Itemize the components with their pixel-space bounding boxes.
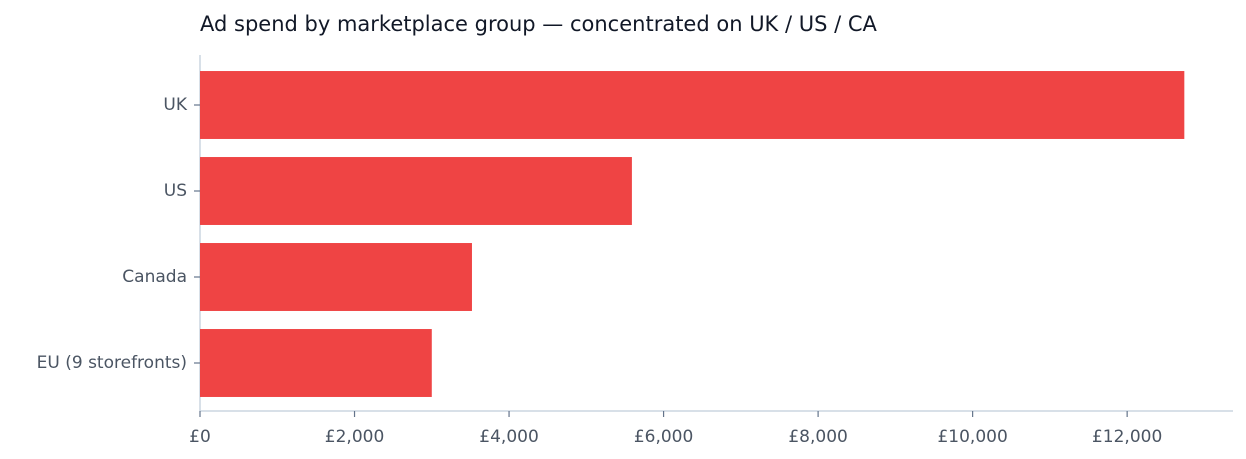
y-tick-label: EU (9 storefronts)	[37, 353, 187, 373]
y-tick-label: Canada	[122, 267, 187, 287]
x-tick-label: £0	[189, 427, 211, 447]
x-tick-label: £10,000	[937, 427, 1007, 447]
chart-title: Ad spend by marketplace group — concentr…	[200, 12, 878, 36]
x-tick-label: £12,000	[1092, 427, 1162, 447]
x-tick-label: £4,000	[479, 427, 538, 447]
x-tick-label: £6,000	[634, 427, 693, 447]
bar	[200, 243, 472, 311]
x-tick-label: £8,000	[788, 427, 847, 447]
x-tick-label: £2,000	[325, 427, 384, 447]
bar	[200, 157, 632, 225]
bar	[200, 71, 1185, 139]
y-tick-label: UK	[163, 95, 187, 115]
y-tick-label: US	[164, 181, 187, 201]
bar	[200, 329, 432, 397]
